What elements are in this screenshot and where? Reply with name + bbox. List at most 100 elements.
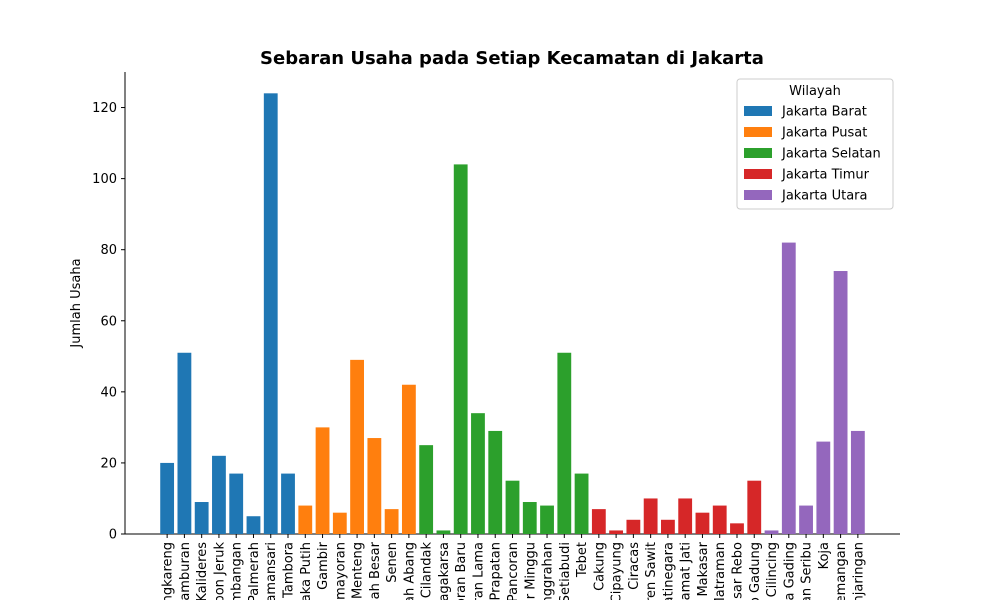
x-tick-label: Tanah Abang <box>402 542 417 600</box>
bar <box>488 430 503 534</box>
x-tick-label: Cempaka Putih <box>299 542 314 600</box>
bar <box>609 530 624 534</box>
legend-label: Jakarta Barat <box>781 105 867 120</box>
x-tick-label: Kembangan <box>230 542 245 600</box>
y-tick-label: 0 <box>109 528 117 543</box>
bar <box>212 455 226 534</box>
bar <box>246 516 261 534</box>
x-tick-label: Cakung <box>592 542 607 591</box>
bar <box>401 384 416 534</box>
legend-label: Jakarta Selatan <box>781 147 881 162</box>
x-tick-label: Mampang Prapatan <box>489 542 504 600</box>
bar <box>332 512 347 534</box>
bar <box>350 359 364 534</box>
bar <box>678 498 693 534</box>
x-tick-label: Grogol Petamburan <box>178 542 193 600</box>
x-tick-label: Cengkareng <box>161 542 176 600</box>
bar <box>574 473 589 534</box>
y-tick-label: 60 <box>100 314 117 329</box>
bar <box>747 480 762 534</box>
bar <box>160 462 175 534</box>
x-tick-label: Cilincing <box>765 542 780 597</box>
bar <box>263 93 278 535</box>
x-tick-label: Cipayung <box>610 542 625 600</box>
x-tick-label: Jagakarsa <box>437 542 452 600</box>
x-tick-label: Jatinegara <box>661 542 676 600</box>
bar <box>799 505 813 534</box>
bar <box>298 505 313 534</box>
bar <box>194 502 209 534</box>
bar <box>522 502 537 534</box>
legend-label: Jakarta Utara <box>781 189 868 204</box>
y-tick-label: 80 <box>100 243 117 258</box>
y-axis-label: Jumlah Usaha <box>69 258 84 348</box>
y-tick-label: 120 <box>92 101 117 116</box>
bar <box>626 519 641 534</box>
x-tick-label: Pasar Minggu <box>523 542 538 600</box>
bar <box>764 530 779 534</box>
legend-label: Jakarta Pusat <box>781 126 867 141</box>
x-tick-label: Kebon Jeruk <box>212 542 227 600</box>
x-tick-label: Duren Sawit <box>644 542 659 600</box>
legend-title: Wilayah <box>789 84 841 99</box>
x-tick-label: Pulo Gadung <box>748 542 763 600</box>
x-tick-label: Menteng <box>351 542 366 599</box>
y-tick-label: 100 <box>92 172 117 187</box>
x-tick-label: Kramat Jati <box>679 542 694 600</box>
x-tick-label: Kalideres <box>195 542 210 600</box>
x-tick-label: Setiabudi <box>558 542 573 600</box>
bar <box>557 352 572 534</box>
bar <box>436 530 451 534</box>
bar <box>661 519 675 534</box>
x-tick-label: Makasar <box>696 541 711 596</box>
bar <box>453 164 468 534</box>
x-tick-label: Ciracas <box>627 542 642 590</box>
bar <box>471 413 485 534</box>
bar <box>695 512 710 534</box>
legend-swatch <box>744 148 772 158</box>
y-tick-label: 20 <box>100 456 117 471</box>
bar <box>730 523 744 534</box>
x-tick-label: Kelapa Gading <box>782 542 797 600</box>
x-tick-label: Koja <box>817 542 832 569</box>
x-tick-label: Kebayoran Lama <box>471 542 486 600</box>
bar <box>850 430 865 534</box>
x-tick-label: Penjaringan <box>851 542 866 600</box>
x-tick-label: Sawah Besar <box>368 541 383 600</box>
x-tick-label: Pancoran <box>506 542 521 600</box>
bar <box>591 509 606 534</box>
y-tick-label: 40 <box>100 385 117 400</box>
bar <box>367 438 382 534</box>
x-tick-label: Tambora <box>282 542 297 599</box>
x-tick-label: Gambir <box>316 541 331 590</box>
bar <box>643 498 658 534</box>
x-tick-label: Kemayoran <box>333 542 348 600</box>
bar <box>419 445 434 534</box>
chart-title: Sebaran Usaha pada Setiap Kecamatan di J… <box>260 48 764 69</box>
x-tick-label: Senen <box>385 542 400 583</box>
bar <box>712 505 727 534</box>
legend-swatch <box>744 190 772 200</box>
legend-label: Jakarta Timur <box>781 168 870 183</box>
x-tick-label: Matraman <box>713 542 728 600</box>
bar <box>315 427 330 534</box>
x-tick-label: Tamansari <box>264 542 279 600</box>
x-tick-label: Pasar Rebo <box>730 542 745 600</box>
bar <box>816 441 831 534</box>
bar <box>781 242 796 535</box>
x-tick-label: Pademangan <box>834 542 849 600</box>
legend-swatch <box>744 169 772 179</box>
bar <box>177 352 192 534</box>
bar <box>833 271 848 534</box>
bar <box>505 480 520 534</box>
x-tick-label: Pesanggrahan <box>541 542 556 600</box>
bar <box>540 505 554 534</box>
x-tick-label: Kepulauan Seribu <box>800 542 815 600</box>
bar <box>384 509 399 534</box>
bar <box>229 473 244 534</box>
x-tick-label: Kebayoran Baru <box>454 542 469 600</box>
legend-box <box>736 78 894 210</box>
x-tick-label: Tebet <box>575 542 590 578</box>
legend-swatch <box>744 127 772 137</box>
